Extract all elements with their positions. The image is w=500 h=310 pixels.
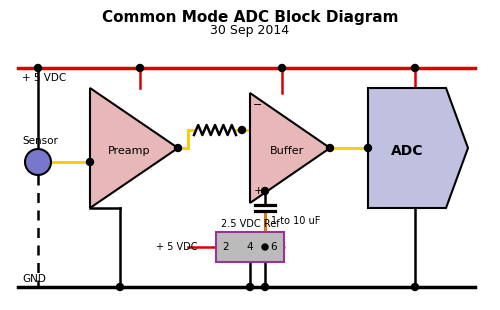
Circle shape: [364, 144, 372, 152]
Text: 6: 6: [270, 242, 278, 252]
Polygon shape: [90, 88, 178, 208]
Text: + 5 VDC: + 5 VDC: [22, 73, 66, 83]
Polygon shape: [250, 93, 330, 203]
Text: Buffer: Buffer: [270, 146, 304, 156]
Circle shape: [34, 64, 42, 72]
Circle shape: [412, 64, 418, 72]
Text: + 5 VDC: + 5 VDC: [156, 242, 198, 252]
Bar: [216, 232, 284, 262]
Text: −: −: [254, 100, 262, 110]
Text: Common Mode ADC Block Diagram: Common Mode ADC Block Diagram: [102, 10, 398, 25]
Polygon shape: [368, 88, 468, 208]
Text: 2: 2: [222, 242, 230, 252]
Circle shape: [174, 144, 182, 152]
Circle shape: [412, 284, 418, 290]
Circle shape: [278, 64, 285, 72]
Text: 1 to 10 uF: 1 to 10 uF: [271, 216, 320, 226]
Text: ADC: ADC: [391, 144, 423, 158]
Text: 2.5 VDC Ref: 2.5 VDC Ref: [220, 219, 280, 229]
Circle shape: [262, 188, 268, 194]
Text: GND: GND: [22, 274, 46, 284]
Text: 4: 4: [246, 242, 254, 252]
Circle shape: [25, 149, 51, 175]
Text: Sensor: Sensor: [22, 136, 58, 146]
Text: +: +: [254, 186, 262, 196]
Circle shape: [116, 284, 123, 290]
Circle shape: [262, 284, 268, 290]
Circle shape: [326, 144, 334, 152]
Circle shape: [136, 64, 143, 72]
Circle shape: [246, 284, 254, 290]
Circle shape: [262, 244, 268, 250]
Text: Preamp: Preamp: [108, 146, 150, 156]
Circle shape: [238, 126, 246, 134]
Circle shape: [86, 158, 94, 166]
Text: 30 Sep 2014: 30 Sep 2014: [210, 24, 290, 37]
